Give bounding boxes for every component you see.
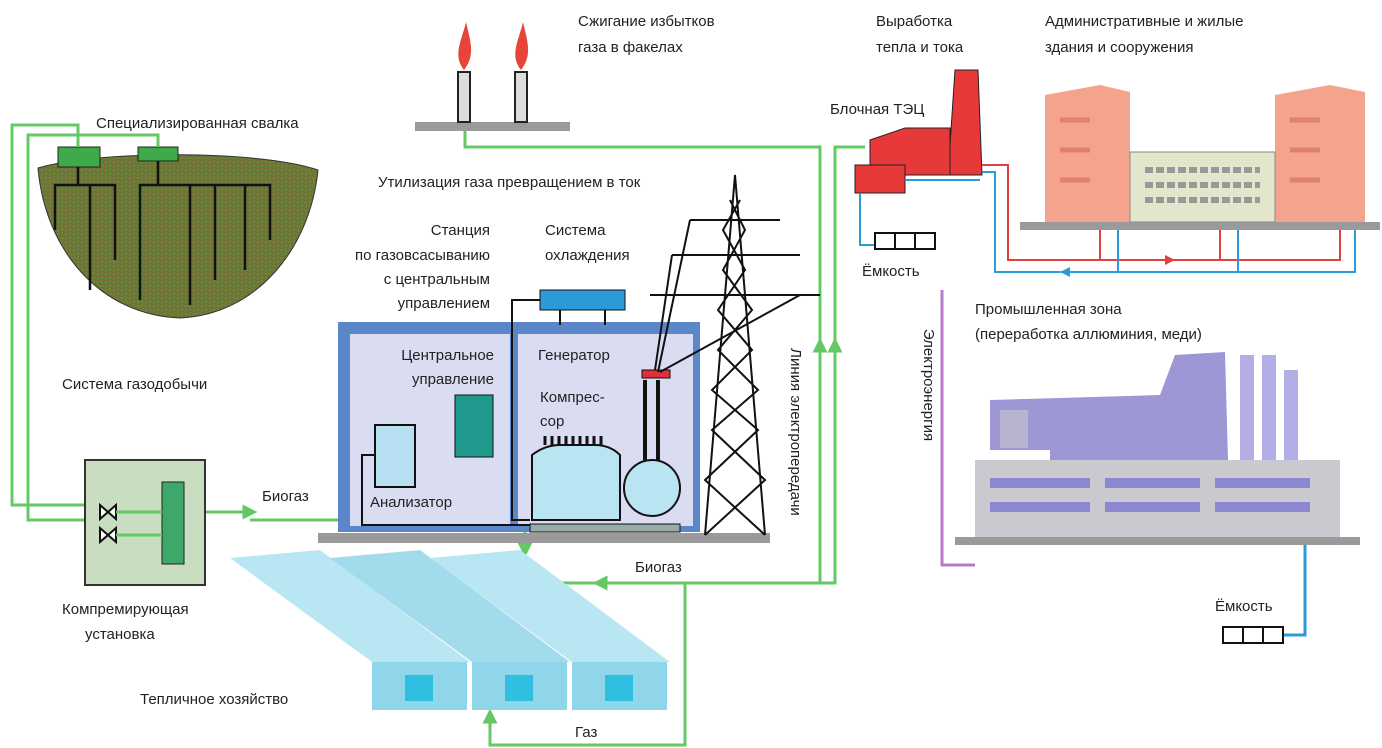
landfill-rect: [138, 147, 178, 161]
label: Тепличное хозяйство: [140, 691, 288, 708]
label: тепла и тока: [876, 39, 964, 56]
label: Выработка: [876, 13, 953, 30]
station-path: [545, 436, 601, 445]
storage-tank-rect: [875, 233, 895, 249]
storage-tank: [875, 233, 935, 249]
storage-tank-rect: [895, 233, 915, 249]
label: газа в факелах: [578, 39, 683, 56]
compression-unit-rect: [162, 482, 184, 564]
label: Биогаз: [635, 559, 682, 576]
label: управлением: [398, 295, 490, 312]
flares-path: [458, 22, 528, 70]
label: управление: [412, 371, 494, 388]
buildings-rect: [1020, 222, 1380, 230]
label: (переработка аллюминия, меди): [975, 326, 1202, 343]
compression-unit: [85, 460, 205, 585]
landfill-rect: [58, 147, 100, 167]
flares-rect: [515, 72, 527, 122]
industrial-zone-rect: [955, 537, 1360, 545]
label: Ёмкость: [862, 263, 920, 280]
station-rect: [375, 425, 415, 487]
label: Электроэнергия: [920, 329, 937, 441]
storage-tank-rect: [1263, 627, 1283, 643]
greenhouses-rect: [605, 675, 633, 701]
label: Промышленная зона: [975, 301, 1122, 318]
landfill: [38, 147, 318, 318]
label: Специализированная свалка: [96, 115, 299, 132]
buildings: [1020, 85, 1380, 230]
flares-rect: [415, 122, 570, 131]
industrial-zone-rect: [1284, 370, 1298, 460]
label: охлаждения: [545, 247, 630, 264]
station-rect: [455, 395, 493, 457]
storage-tank-rect: [1243, 627, 1263, 643]
flares-rect: [458, 72, 470, 122]
greenhouses-rect: [405, 675, 433, 701]
flares: [415, 22, 570, 131]
chp-plant: [855, 70, 982, 249]
label: по газовсасыванию: [355, 247, 490, 264]
industrial-zone-rect: [1240, 355, 1254, 460]
diagram: Сжигание избытков газа в факелах Выработ…: [0, 0, 1382, 748]
station-rect: [530, 524, 680, 532]
buildings-path: [1045, 85, 1130, 222]
station-ellipse: [624, 460, 680, 516]
station-rect: [642, 370, 670, 378]
label: Блочная ТЭЦ: [830, 101, 924, 118]
label: Система газодобычи: [62, 376, 207, 393]
storage-tank-rect: [915, 233, 935, 249]
gas-pipes-path: [820, 147, 865, 583]
station-rect: [318, 533, 770, 543]
power-pylon-path: [705, 175, 765, 535]
industrial-zone-path: [942, 290, 975, 565]
page: Сжигание избытков газа в факелах Выработ…: [0, 0, 1382, 748]
label: Генератор: [538, 347, 610, 364]
greenhouses: [230, 550, 670, 710]
storage-tank-rect: [1223, 627, 1243, 643]
buildings-path: [1275, 85, 1365, 222]
label: Компремирующая: [62, 601, 189, 618]
label: Сжигание избытков: [578, 13, 715, 30]
label: Ёмкость: [1215, 598, 1273, 615]
label: установка: [85, 626, 155, 643]
industrial-zone-rect: [975, 460, 1340, 537]
greenhouses-rect: [505, 675, 533, 701]
label: с центральным: [384, 271, 490, 288]
label: Газ: [575, 724, 597, 741]
industrial-zone-rect: [1262, 355, 1276, 460]
label: Центральное: [401, 347, 494, 364]
station-path: [532, 445, 620, 520]
chp-plant-path: [948, 70, 982, 175]
chp-plant-rect: [855, 165, 905, 193]
label: Анализатор: [370, 494, 452, 511]
industrial-zone-rect: [1000, 410, 1028, 448]
label: Компрес-: [540, 389, 605, 406]
label: Биогаз: [262, 488, 309, 505]
landfill-path: [38, 155, 318, 318]
label: Линия электропередачи: [787, 348, 804, 516]
station-rect: [540, 290, 625, 310]
label: Утилизация газа превращением в ток: [378, 174, 641, 191]
compression-unit-rect: [85, 460, 205, 585]
label: здания и сооружения: [1045, 39, 1194, 56]
industrial-zone-path: [1283, 545, 1305, 635]
label: сор: [540, 413, 564, 430]
label: Система: [545, 222, 606, 239]
label: Станция: [431, 222, 490, 239]
label: Административные и жилые: [1045, 13, 1243, 30]
storage-tank: [1223, 627, 1283, 643]
